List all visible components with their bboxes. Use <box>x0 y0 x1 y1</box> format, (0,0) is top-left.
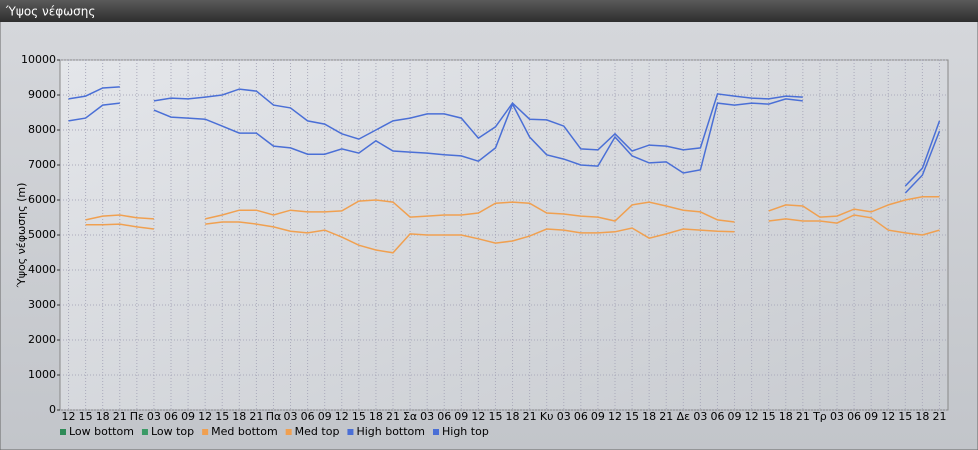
x-tick-label: 03 <box>420 410 434 423</box>
legend-label: High bottom <box>356 425 425 438</box>
legend-label: High top <box>442 425 489 438</box>
x-tick-label: 03 <box>830 410 844 423</box>
x-tick-label: 18 <box>642 410 656 423</box>
x-tick-label: 18 <box>915 410 929 423</box>
x-tick-label: 15 <box>488 410 502 423</box>
x-tick-label: 12 <box>608 410 622 423</box>
legend-swatch <box>433 429 439 435</box>
x-tick-label: 03 <box>284 410 298 423</box>
legend-swatch <box>60 429 66 435</box>
x-tick-label: 09 <box>591 410 605 423</box>
y-tick-label: 4000 <box>28 263 56 276</box>
x-tick-label: 18 <box>779 410 793 423</box>
x-tick-label: 09 <box>728 410 742 423</box>
legend-label: Med bottom <box>211 425 278 438</box>
legend-swatch <box>347 429 354 435</box>
x-tick-label: 12 <box>198 410 212 423</box>
x-tick-label: 21 <box>523 410 537 423</box>
x-tick-label: Τρ <box>812 410 827 423</box>
x-tick-label: 03 <box>693 410 707 423</box>
x-tick-label: 15 <box>625 410 639 423</box>
y-tick-label: 3000 <box>28 298 56 311</box>
x-tick-label: 03 <box>147 410 161 423</box>
legend-swatch <box>202 429 209 435</box>
window-title: Ύψος νέφωσης <box>5 5 95 19</box>
x-tick-label: 09 <box>318 410 332 423</box>
x-tick-label: 12 <box>745 410 759 423</box>
y-tick-label: 10000 <box>21 53 56 66</box>
x-tick-label: 06 <box>574 410 588 423</box>
legend-label: Low top <box>151 425 194 438</box>
series-line <box>68 86 941 187</box>
legend-label: Med top <box>295 425 340 438</box>
x-tick-label: 12 <box>62 410 76 423</box>
x-tick-label: 18 <box>96 410 110 423</box>
x-tick-label: 09 <box>864 410 878 423</box>
x-tick-label: 03 <box>557 410 571 423</box>
legend-swatch <box>141 429 148 435</box>
y-tick-label: 6000 <box>28 193 56 206</box>
x-tick-label: 12 <box>881 410 895 423</box>
x-tick-label: 09 <box>181 410 195 423</box>
title-bar <box>0 0 978 22</box>
series-line <box>85 196 940 223</box>
x-tick-label: 15 <box>898 410 912 423</box>
y-tick-label: 2000 <box>28 333 56 346</box>
series-line <box>68 98 941 194</box>
x-tick-label: 06 <box>437 410 451 423</box>
y-tick-label: 1000 <box>28 368 56 381</box>
x-tick-label: 21 <box>796 410 810 423</box>
x-tick-label: 15 <box>215 410 229 423</box>
x-tick-label: 21 <box>113 410 127 423</box>
x-tick-label: 06 <box>301 410 315 423</box>
legend-swatch <box>285 429 292 435</box>
x-tick-label: 15 <box>762 410 776 423</box>
x-tick-label: 21 <box>932 410 946 423</box>
x-tick-label: 18 <box>506 410 520 423</box>
x-tick-label: 09 <box>454 410 468 423</box>
x-tick-label: Σα <box>403 410 417 423</box>
y-tick-label: 9000 <box>28 88 56 101</box>
y-tick-label: 8000 <box>28 123 56 136</box>
series-line <box>85 214 940 254</box>
x-tick-label: 12 <box>471 410 485 423</box>
x-tick-label: 15 <box>79 410 93 423</box>
x-tick-label: 18 <box>369 410 383 423</box>
x-tick-label: 06 <box>164 410 178 423</box>
x-tick-label: 21 <box>386 410 400 423</box>
x-tick-label: 06 <box>710 410 724 423</box>
x-tick-label: Πε <box>130 410 144 423</box>
x-tick-label: 21 <box>659 410 673 423</box>
y-axis-label: Ύψος νέφωσης (m) <box>15 183 28 289</box>
y-tick-label: 5000 <box>28 228 56 241</box>
x-tick-label: 15 <box>352 410 366 423</box>
x-tick-label: 21 <box>249 410 263 423</box>
x-tick-label: 12 <box>335 410 349 423</box>
x-tick-label: 18 <box>232 410 246 423</box>
x-tick-label: 06 <box>847 410 861 423</box>
y-tick-label: 0 <box>49 403 56 416</box>
x-tick-label: Πα <box>266 410 282 423</box>
x-tick-label: Κυ <box>540 410 554 423</box>
legend-label: Low bottom <box>69 425 134 438</box>
x-tick-label: Δε <box>677 410 691 423</box>
y-tick-label: 7000 <box>28 158 56 171</box>
